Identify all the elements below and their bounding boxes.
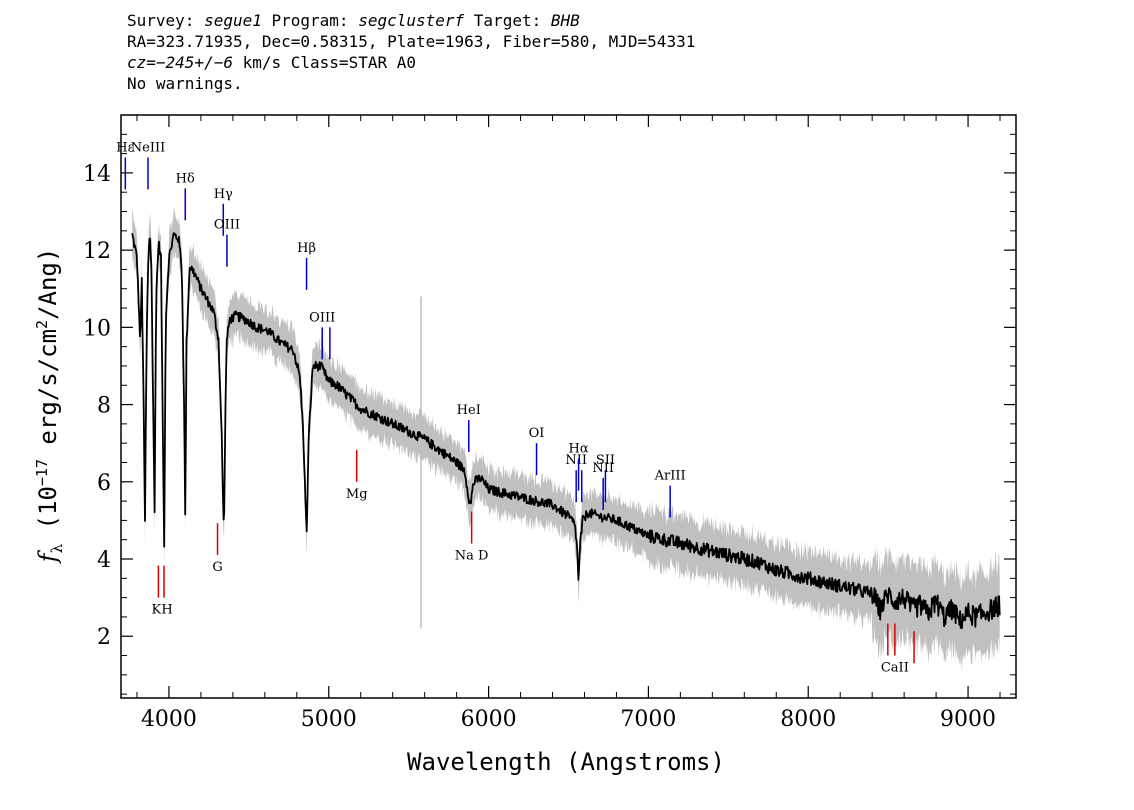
y-tick-label: 14 — [83, 162, 111, 187]
emission-line-label: Hβ — [297, 241, 316, 256]
emission-line-label: Hδ — [176, 171, 195, 186]
emission-line-label: HeI — [457, 403, 481, 418]
header-line-survey: Survey: segue1 Program: segclusterf Targ… — [127, 10, 1127, 31]
emission-line-label: Hα — [569, 442, 589, 457]
y-tick-label: 6 — [97, 471, 111, 496]
emission-line-label: NeIII — [131, 140, 165, 155]
y-tick-label: 10 — [83, 316, 111, 341]
flux-layer — [131, 232, 1001, 629]
absorption-line-label: K — [152, 603, 162, 618]
plot-frame — [120, 114, 1017, 699]
emission-line-label: OIII — [309, 310, 335, 325]
y-tick-label: 2 — [97, 625, 111, 650]
header-line-coordinates: RA=323.71935, Dec=0.58315, Plate=1963, F… — [127, 32, 696, 51]
survey-value: segue1 — [204, 11, 262, 30]
emission-line-label: SII — [596, 453, 615, 468]
target-value: BHB — [550, 11, 580, 30]
program-label: Program: — [261, 11, 359, 30]
flux-line — [131, 232, 1001, 629]
emission-line-label: OIII — [214, 218, 240, 233]
header-line-redshift: cz=−245+/−6 km/s Class=STAR A0 — [127, 52, 1127, 73]
header-line-warnings: No warnings. — [127, 74, 243, 93]
y-tick-label: 4 — [97, 548, 111, 573]
x-tick-label: 9000 — [940, 707, 996, 732]
absorption-line-label: Mg — [346, 487, 368, 502]
error-band-layer — [132, 208, 1000, 672]
redshift-value: cz=−245+/−6 — [127, 53, 233, 72]
absorption-line-label: H — [161, 603, 172, 618]
x-tick-label: 8000 — [780, 707, 836, 732]
y-tick-label: 12 — [83, 239, 111, 264]
emission-line-label: NII — [565, 453, 587, 468]
spectral-lines-layer: HεNeIIIHδHγOIIIHβOIIIHeIOINIIHαNIISIIArI… — [116, 140, 915, 676]
emission-line-label: OI — [529, 426, 545, 441]
x-axis-title: Wavelength (Angstroms) — [407, 748, 725, 776]
x-tick-label: 5000 — [301, 707, 357, 732]
emission-line-label: NII — [592, 461, 614, 476]
target-label: Target: — [464, 11, 551, 30]
class-value: km/s Class=STAR A0 — [232, 53, 416, 72]
x-tick-label: 6000 — [461, 707, 517, 732]
spectrum-header: Survey: segue1 Program: segclusterf Targ… — [127, 10, 1127, 94]
axes-layer: 4000 5000 6000 7000 8000 9000 2 4 6 8 10 12 14 — [83, 114, 1016, 732]
program-value: segclusterf — [358, 11, 465, 30]
survey-label: Survey: — [127, 11, 205, 30]
absorption-line-label: G — [212, 560, 222, 575]
y-axis-title: fλ (10−17 erg/s/cm2/Ang) — [33, 248, 66, 565]
absorption-line-label: CaII — [881, 661, 909, 676]
emission-line-label: ArIII — [654, 469, 686, 484]
y-tick-label: 8 — [97, 394, 111, 419]
x-tick-label: 7000 — [620, 707, 676, 732]
absorption-line-label: Na D — [455, 549, 489, 564]
flux-error-band — [132, 208, 1000, 672]
emission-line-label: Hγ — [214, 187, 233, 202]
x-tick-label: 4000 — [141, 707, 197, 732]
